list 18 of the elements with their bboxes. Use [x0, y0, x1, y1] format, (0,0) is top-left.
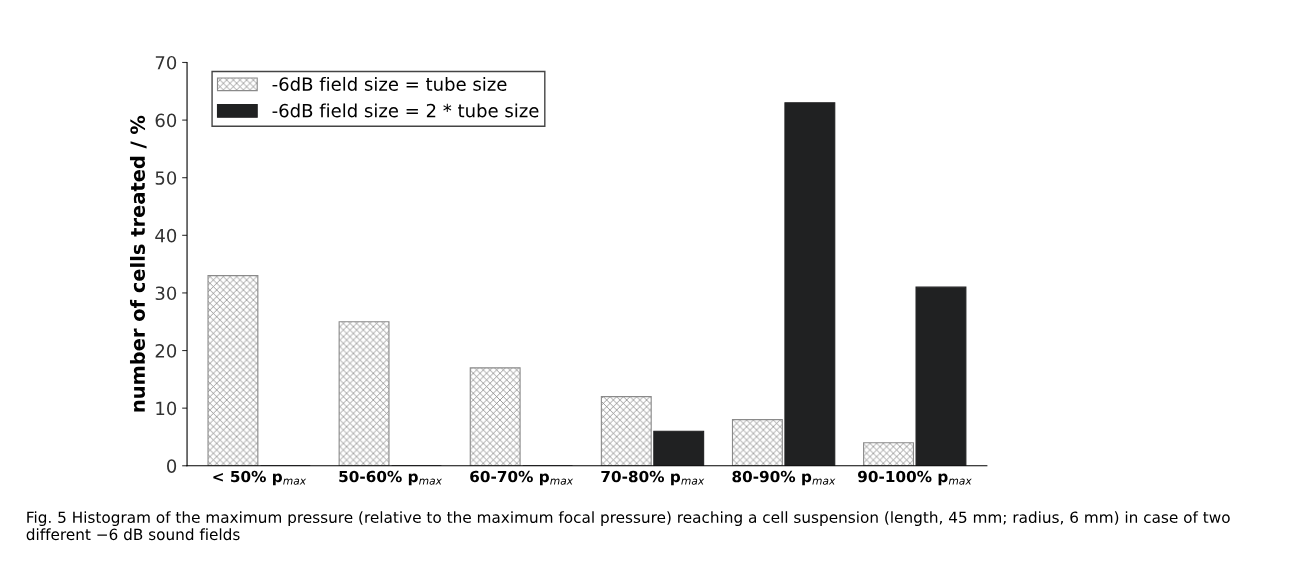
y-tick-label: 10	[156, 401, 177, 416]
x-tick-label: 60-70% p$_{max}$	[470, 470, 574, 486]
y-tick-label: 20	[155, 344, 177, 358]
x-tick-label: 90-100% p$_{max}$	[858, 470, 972, 486]
x-tick-label: 50-60% p$_{max}$	[339, 470, 443, 486]
x-tick-label: 70-80% p$_{max}$	[601, 470, 705, 486]
y-tick-label: 30	[155, 286, 177, 301]
y-tick-label: 60	[155, 113, 177, 128]
y-tick-label: 40	[155, 228, 177, 243]
legend-label: -6dB field size = 2 * tube size	[272, 103, 539, 118]
legend-label: -6dB field size = tube size	[272, 76, 507, 91]
x-tick-label: < 50% p$_{max}$	[213, 470, 307, 486]
x-tick-label: 80-90% p$_{max}$	[732, 470, 836, 486]
y-axis-title: number of cells treated / %	[129, 115, 147, 412]
y-tick-label: 0	[167, 459, 177, 473]
y-tick-label: 70	[155, 55, 177, 70]
caption: Fig. 5 Histogram of the maximum pressure (relative to the maximum focal pressure) reaching a cell suspension (length, 45 mm; radius, 6 mm) in case of two different −6 dB sound fields	[26, 511, 1230, 541]
y-tick-label: 50	[155, 171, 177, 185]
